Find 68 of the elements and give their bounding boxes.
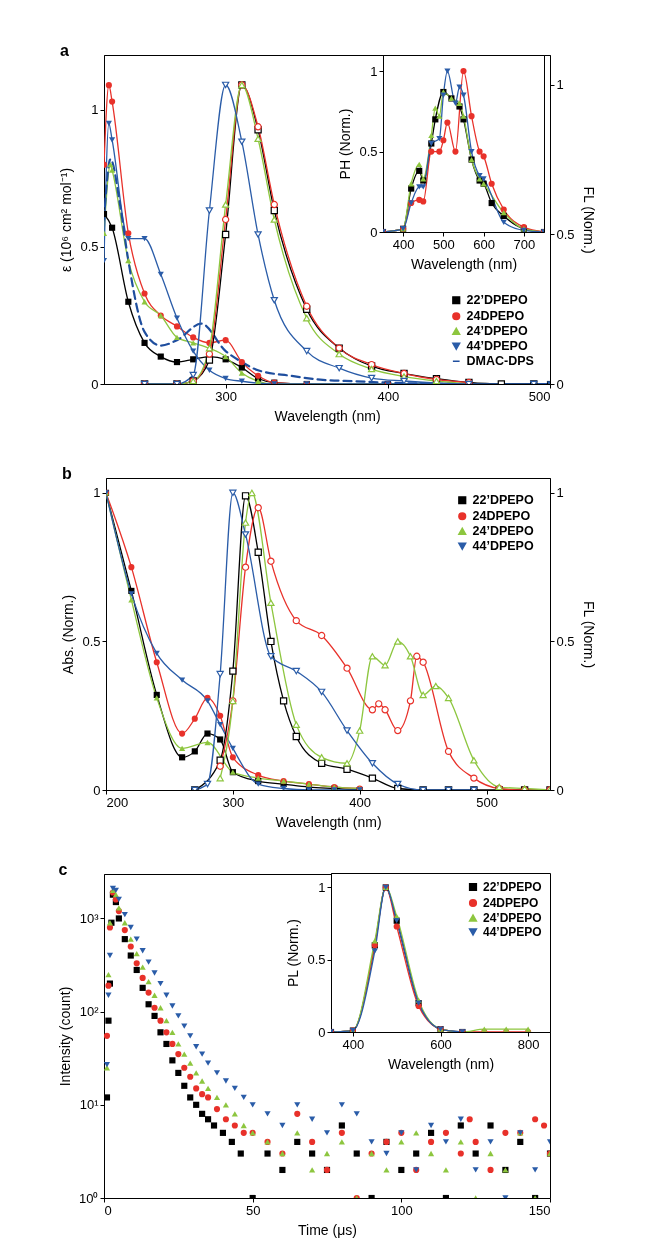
y2-tick-label: 0.5 [556,226,575,242]
legend-label: DMAC-DPS [466,354,534,369]
y-tick-label: 0.5 [307,952,326,968]
y-tick-label: 1 [318,879,326,895]
y-tick-label: 0 [370,224,378,240]
chart-title: c [58,861,68,878]
chart-title: a [59,42,69,59]
x-tick-label: 800 [517,1036,540,1052]
y-tick-label: 1 [370,63,378,79]
legend-label: 24DPEPO [472,509,531,524]
y2-tick-label: 0 [556,376,564,392]
x-tick-label: 50 [245,1202,261,1218]
y-axis-title: ε (10⁶ cm² mol⁻¹) [58,167,75,273]
legend-label: 22’DPEPO [466,293,528,308]
x-tick-label: 100 [390,1202,413,1218]
x-tick-label: 600 [430,1036,452,1052]
x-tick-label: 500 [433,236,455,252]
y-axis-title: Abs. (Norm.) [60,594,77,675]
x-tick-label: 400 [392,236,415,252]
y2-axis-title: FL (Norm.) [580,600,597,669]
x-axis-title: Wavelength (nm) [387,1055,495,1072]
x-axis-title: Wavelength (nm) [275,813,382,830]
y-tick-label: 0.5 [80,239,99,255]
y-tick-label: 0 [91,376,99,392]
legend-label: 44’DPEPO [472,539,534,554]
legend-label: 24’DPEPO [472,524,534,539]
x-tick-label: 500 [528,388,551,404]
x-axis-title: Wavelength (nm) [274,407,381,424]
y-tick-label: 10² [79,1004,100,1020]
y2-axis-title: FL (Norm.) [580,186,597,254]
y-tick-label: 0.5 [82,633,101,649]
y-tick-label: 0 [93,782,101,798]
chart-title: b [61,465,72,482]
y-axis-title: PL (Norm.) [285,919,302,987]
x-tick-label: 0 [104,1202,112,1218]
x-tick-label: 150 [528,1202,551,1218]
legend-label: 24DPEPO [483,896,539,910]
x-tick-label: 300 [215,388,237,404]
x-axis-title: Time (μs) [298,1221,357,1238]
y2-tick-label: 1 [556,485,564,501]
y-tick-label: 0 [318,1024,326,1040]
legend-label: 22’DPEPO [483,880,542,894]
legend-label: 24’DPEPO [483,911,542,925]
x-axis-title: Wavelength (nm) [410,255,518,272]
y2-tick-label: 1 [556,77,564,93]
y-tick-label: 10⁰ [79,1190,99,1206]
x-tick-label: 400 [377,388,400,404]
legend-label: 24DPEPO [466,309,525,324]
legend-label: 22’DPEPO [472,493,534,508]
y-tick-label: 10³ [79,910,100,926]
x-tick-label: 200 [106,794,129,810]
y-tick-label: 1 [91,102,99,118]
legend-label: 44’DPEPO [466,339,528,354]
x-tick-label: 300 [222,794,245,810]
y-tick-label: 10¹ [79,1097,100,1113]
y-tick-label: 0.5 [359,144,378,160]
x-tick-label: 600 [473,236,495,252]
y-axis-title: Intensity (count) [57,986,74,1087]
x-tick-label: 400 [349,794,372,810]
y-tick-label: 1 [93,485,101,501]
y-axis-title: PH (Norm.) [337,108,354,180]
x-tick-label: 700 [513,236,536,252]
x-tick-label: 400 [342,1036,365,1052]
legend-label: 44’DPEPO [483,925,542,939]
legend-label: 24’DPEPO [466,324,528,339]
y2-tick-label: 0 [556,782,564,798]
x-tick-label: 500 [476,794,498,810]
y2-tick-label: 0.5 [556,633,575,649]
